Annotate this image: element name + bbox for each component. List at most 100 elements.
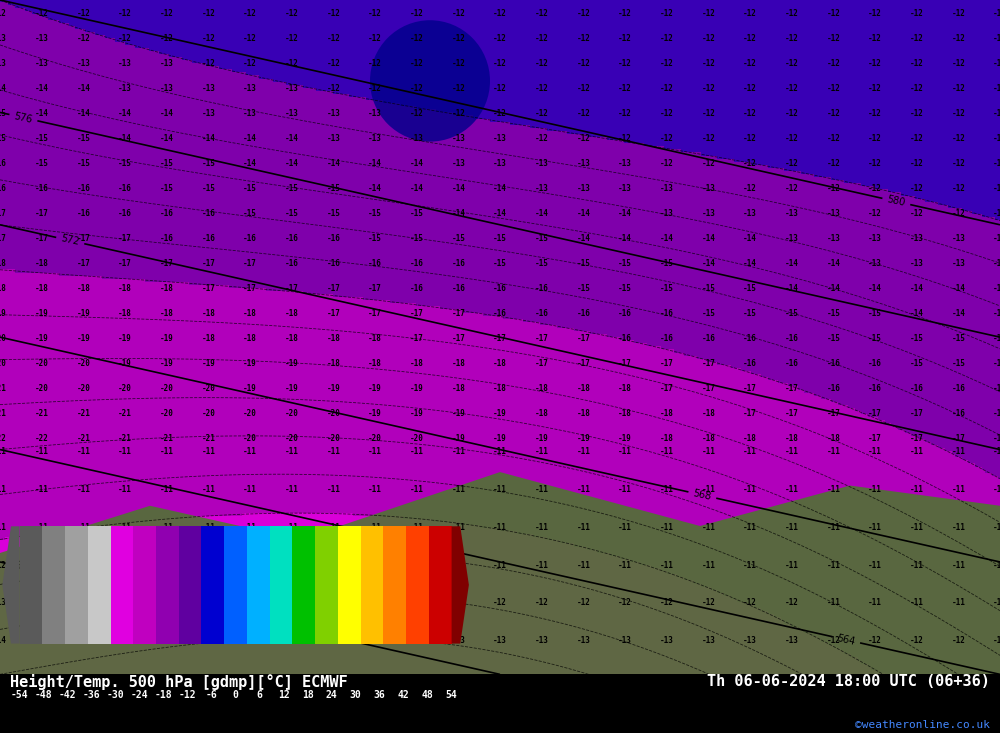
Text: -20: -20 — [160, 384, 174, 393]
Text: -11: -11 — [326, 447, 340, 457]
Text: -11: -11 — [660, 447, 674, 457]
Text: -12: -12 — [785, 9, 799, 18]
Text: 42: 42 — [398, 690, 409, 701]
Text: -18: -18 — [493, 384, 507, 393]
Text: -12: -12 — [201, 34, 215, 43]
Text: -12: -12 — [951, 636, 965, 645]
Text: -11: -11 — [535, 447, 549, 457]
Text: -14: -14 — [243, 134, 257, 143]
Text: -14: -14 — [535, 209, 549, 218]
Text: -12: -12 — [326, 34, 340, 43]
Text: -11: -11 — [201, 447, 215, 457]
Text: -20: -20 — [285, 434, 299, 443]
Text: -12: -12 — [785, 59, 799, 68]
Text: -20: -20 — [76, 384, 90, 393]
Text: -21: -21 — [0, 384, 7, 393]
Text: -16: -16 — [493, 309, 507, 318]
Text: -18: -18 — [35, 284, 49, 293]
Text: -19: -19 — [118, 359, 132, 368]
Text: -13: -13 — [868, 259, 882, 268]
Text: -13: -13 — [660, 209, 674, 218]
Text: -13: -13 — [0, 59, 7, 68]
Text: 572: 572 — [60, 234, 80, 248]
Text: -12: -12 — [743, 59, 757, 68]
Text: -15: -15 — [0, 109, 7, 118]
Text: -12: -12 — [951, 159, 965, 168]
Text: -14: -14 — [35, 84, 49, 93]
Text: -14: -14 — [951, 284, 965, 293]
Text: -17: -17 — [76, 234, 90, 243]
Text: -21: -21 — [160, 434, 174, 443]
Text: -18: -18 — [701, 409, 715, 418]
Text: -13: -13 — [993, 284, 1000, 293]
Text: -13: -13 — [243, 109, 257, 118]
Text: -12: -12 — [743, 134, 757, 143]
Text: -15: -15 — [868, 334, 882, 343]
Text: -13: -13 — [451, 159, 465, 168]
Text: -13: -13 — [76, 598, 90, 608]
Text: -12: -12 — [951, 34, 965, 43]
FancyBboxPatch shape — [201, 526, 224, 644]
Text: -12: -12 — [451, 109, 465, 118]
Text: -19: -19 — [285, 359, 299, 368]
Text: -16: -16 — [618, 309, 632, 318]
Text: -12: -12 — [410, 34, 424, 43]
Text: -11: -11 — [76, 447, 90, 457]
Text: -15: -15 — [910, 359, 924, 368]
Text: -17: -17 — [201, 259, 215, 268]
Text: -13: -13 — [868, 234, 882, 243]
Text: -17: -17 — [118, 234, 132, 243]
Text: -14: -14 — [368, 184, 382, 193]
Text: -13: -13 — [35, 59, 49, 68]
Text: -16: -16 — [618, 334, 632, 343]
Text: -14: -14 — [285, 159, 299, 168]
Text: -18: -18 — [285, 334, 299, 343]
Text: -12: -12 — [410, 84, 424, 93]
Text: -17: -17 — [868, 409, 882, 418]
Text: -15: -15 — [76, 134, 90, 143]
Text: -12: -12 — [493, 109, 507, 118]
Text: -22: -22 — [0, 434, 7, 443]
Text: -12: -12 — [35, 561, 49, 570]
Text: -11: -11 — [535, 561, 549, 570]
Text: -11: -11 — [410, 561, 424, 570]
Text: -12: -12 — [576, 59, 590, 68]
Text: -12: -12 — [493, 59, 507, 68]
Text: -14: -14 — [0, 636, 7, 645]
Text: -13: -13 — [368, 598, 382, 608]
Text: -15: -15 — [285, 184, 299, 193]
Text: -15: -15 — [410, 209, 424, 218]
Text: -12: -12 — [868, 636, 882, 645]
Text: -11: -11 — [118, 523, 132, 532]
Text: -13: -13 — [285, 598, 299, 608]
Text: -13: -13 — [618, 636, 632, 645]
Text: -11: -11 — [35, 485, 49, 494]
Text: -12: -12 — [993, 34, 1000, 43]
Text: -13: -13 — [76, 59, 90, 68]
Text: -11: -11 — [993, 485, 1000, 494]
FancyBboxPatch shape — [224, 526, 247, 644]
Text: -11: -11 — [576, 561, 590, 570]
Text: -12: -12 — [993, 184, 1000, 193]
Text: -12: -12 — [179, 690, 196, 701]
Text: -12: -12 — [785, 109, 799, 118]
Text: -18: -18 — [451, 384, 465, 393]
Text: -13: -13 — [743, 636, 757, 645]
Text: -16: -16 — [201, 234, 215, 243]
Text: -12: -12 — [701, 109, 715, 118]
Text: -11: -11 — [743, 447, 757, 457]
Text: -12: -12 — [618, 109, 632, 118]
Text: -16: -16 — [660, 309, 674, 318]
Text: -15: -15 — [951, 359, 965, 368]
Text: -16: -16 — [285, 259, 299, 268]
Text: -13: -13 — [201, 84, 215, 93]
Text: -17: -17 — [451, 334, 465, 343]
Text: -12: -12 — [910, 636, 924, 645]
Text: -15: -15 — [285, 209, 299, 218]
Text: -20: -20 — [201, 384, 215, 393]
Text: -15: -15 — [993, 359, 1000, 368]
Text: -48: -48 — [35, 690, 52, 701]
Text: -12: -12 — [451, 598, 465, 608]
Text: 580: 580 — [886, 194, 906, 208]
Text: -11: -11 — [743, 523, 757, 532]
